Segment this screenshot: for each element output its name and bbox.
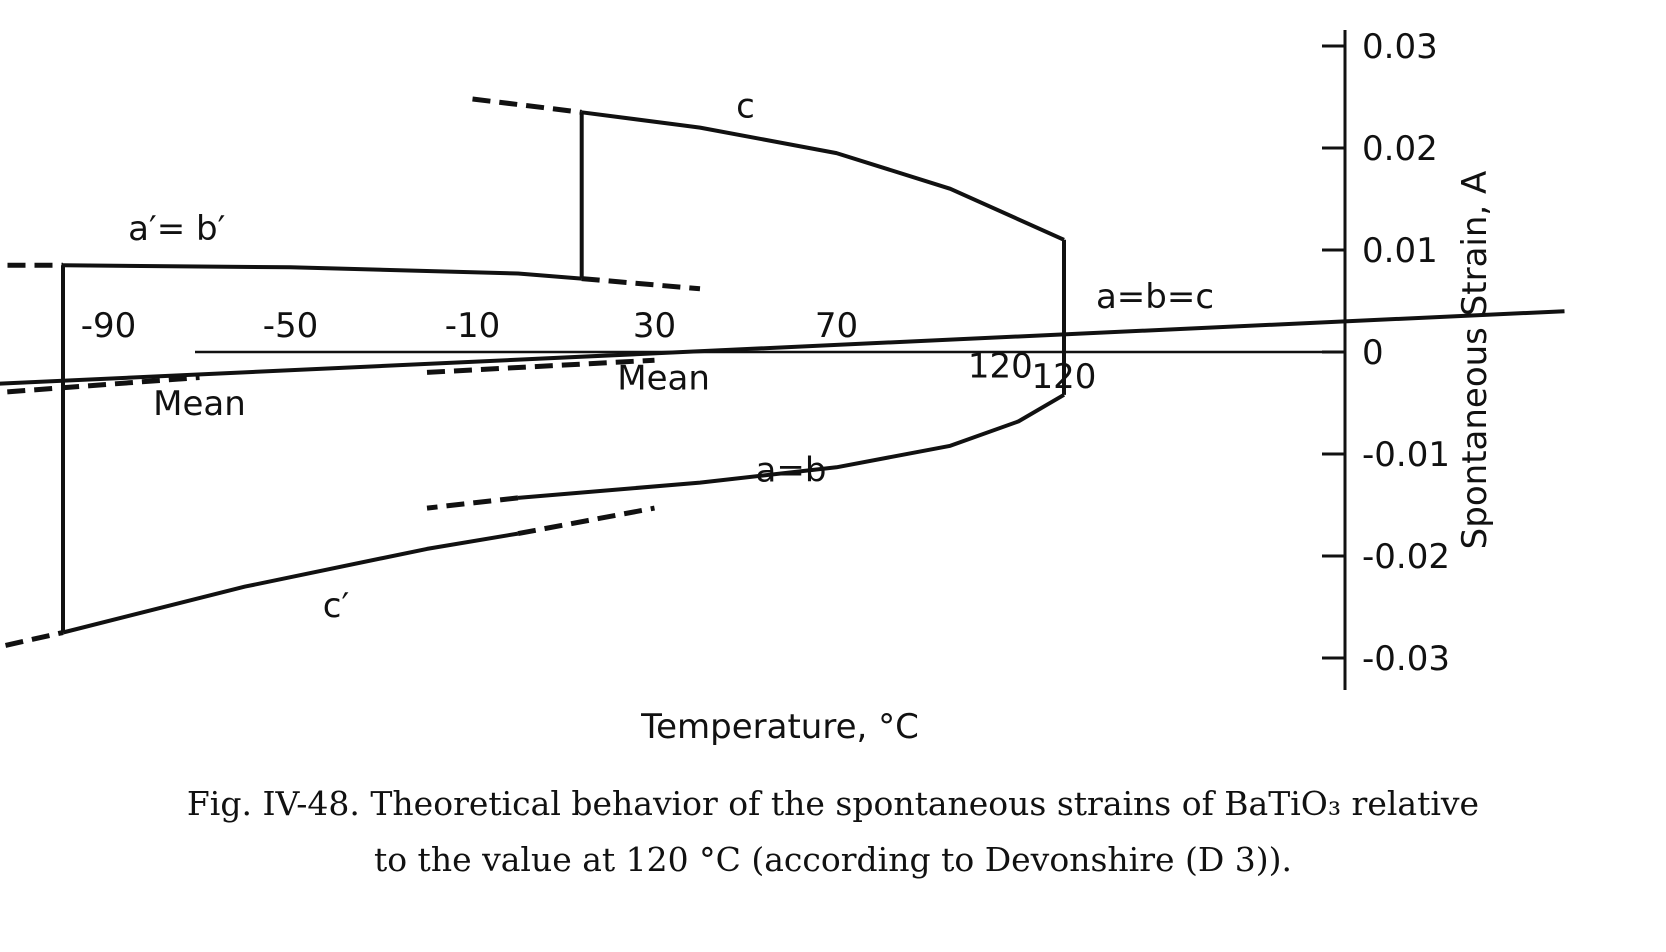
- y-ticks: 0.03 0.02 0.01 0 -0.01 -0.02 -0.03: [1322, 27, 1450, 679]
- series-mean-dashed: [426, 357, 655, 375]
- series-ab-solid: [517, 393, 1066, 500]
- curve-label: c′: [323, 586, 349, 626]
- x-tick-label: -10: [445, 306, 501, 346]
- figure-caption-line-2: to the value at 120 °C (according to Dev…: [373, 840, 1293, 879]
- axes: [195, 30, 1347, 690]
- series-ab-dashed: [426, 495, 519, 511]
- series-c-dashed: [0, 630, 64, 650]
- series-ab-dashed: [581, 276, 701, 292]
- curve-label: a′= b′: [128, 209, 225, 249]
- y-axis-title: Spontaneous Strain, A: [1455, 171, 1495, 550]
- series-ab-solid: [62, 263, 582, 281]
- y-tick-label: 0.01: [1362, 231, 1438, 271]
- x-tick-label: -90: [81, 306, 137, 346]
- y-tick-label: 0: [1362, 333, 1384, 373]
- y-tick-label: -0.02: [1362, 537, 1450, 577]
- curve-label: a=b=c: [1096, 277, 1214, 317]
- figure-caption-line-1: Fig. IV-48. Theoretical behavior of the …: [186, 784, 1480, 823]
- series-c-solid: [581, 110, 1065, 242]
- curve-label: c: [736, 86, 755, 126]
- y-tick-label: 0.02: [1362, 129, 1438, 169]
- curve-label: Mean: [153, 384, 246, 424]
- series-c-dashed: [472, 96, 583, 115]
- y-tick-label: -0.03: [1362, 639, 1450, 679]
- curve-label: Mean: [617, 359, 710, 399]
- curve-label: 120: [968, 347, 1033, 387]
- x-tick-label: 30: [633, 306, 676, 346]
- series: [0, 96, 1565, 650]
- x-tick-label: -50: [263, 306, 319, 346]
- series-c-dashed: [517, 505, 655, 537]
- y-tick-label: 0.03: [1362, 27, 1438, 67]
- y-tick-label: -0.01: [1362, 435, 1450, 475]
- x-axis-title: Temperature, °C: [640, 707, 919, 747]
- series-abc-solid: [0, 309, 1565, 386]
- x-tick-label: 70: [815, 306, 858, 346]
- curve-label: a=b: [756, 451, 827, 491]
- series-c-solid: [62, 531, 519, 635]
